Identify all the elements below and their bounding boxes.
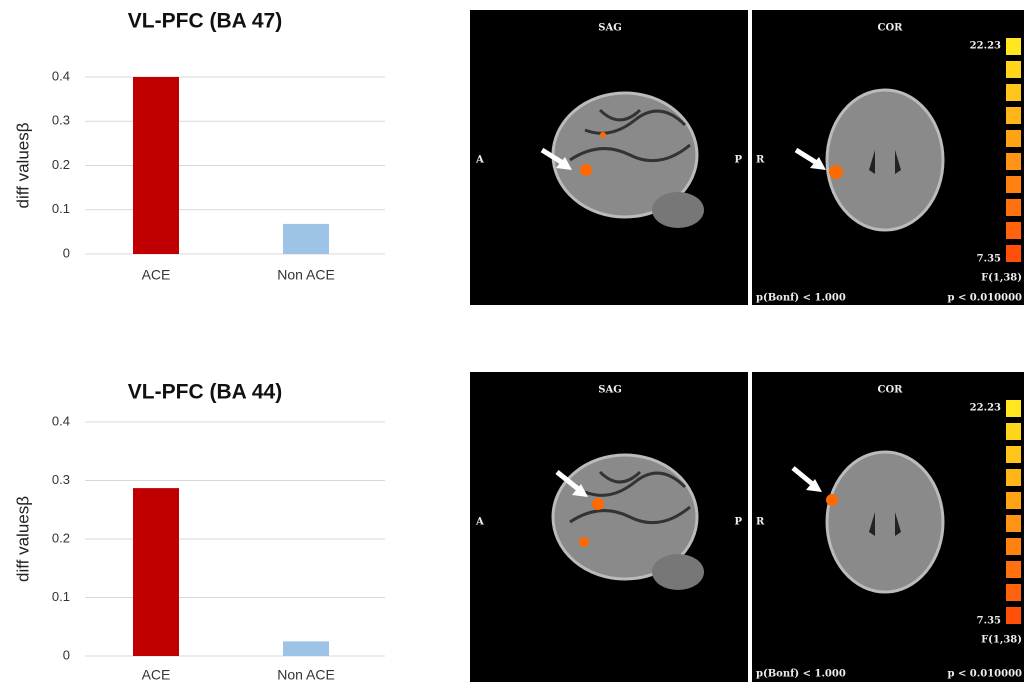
right-label: R bbox=[756, 155, 765, 166]
activation bbox=[580, 164, 592, 176]
anterior-label: A bbox=[475, 517, 484, 528]
color-bar-cell bbox=[1006, 538, 1021, 555]
cor-label: COR bbox=[878, 385, 904, 396]
activation bbox=[826, 494, 838, 506]
color-bar-cell bbox=[1006, 446, 1021, 463]
y-tick-label: 0.3 bbox=[52, 113, 70, 128]
color-bar-cell bbox=[1006, 245, 1021, 262]
cerebellum bbox=[652, 192, 704, 228]
y-tick-label: 0.3 bbox=[52, 472, 70, 487]
activation bbox=[579, 537, 589, 547]
y-tick-label: 0.4 bbox=[52, 68, 70, 83]
bar bbox=[133, 77, 179, 254]
color-bar-cell bbox=[1006, 130, 1021, 147]
color-bar-cell bbox=[1006, 222, 1021, 239]
p-value: p < 0.010000 bbox=[947, 293, 1022, 304]
posterior-label: P bbox=[734, 517, 742, 528]
y-tick-label: 0 bbox=[63, 647, 70, 662]
chart-title: VL-PFC (BA 47) bbox=[128, 10, 282, 33]
color-bar-cell bbox=[1006, 107, 1021, 124]
p-bonf: p(Bonf) < 1.000 bbox=[756, 669, 846, 680]
scale-min: 7.35 bbox=[977, 616, 1001, 627]
color-bar-cell bbox=[1006, 153, 1021, 170]
y-tick-label: 0 bbox=[63, 245, 70, 260]
color-bar-cell bbox=[1006, 561, 1021, 578]
cor-brain bbox=[827, 452, 943, 592]
x-tick-label: Non ACE bbox=[277, 667, 335, 682]
color-bar-cell bbox=[1006, 38, 1021, 55]
color-bar-cell bbox=[1006, 584, 1021, 601]
color-bar-cell bbox=[1006, 199, 1021, 216]
activation bbox=[600, 132, 606, 138]
y-tick-label: 0.2 bbox=[52, 530, 70, 545]
y-axis-label: diff valuesβ bbox=[13, 496, 32, 582]
bar bbox=[133, 488, 179, 656]
x-tick-label: Non ACE bbox=[277, 267, 335, 283]
y-tick-label: 0.4 bbox=[52, 413, 70, 428]
posterior-label: P bbox=[734, 155, 742, 166]
scale-min: 7.35 bbox=[977, 254, 1001, 265]
color-bar-cell bbox=[1006, 492, 1021, 509]
cor-brain bbox=[827, 90, 943, 230]
color-bar-cell bbox=[1006, 61, 1021, 78]
bar bbox=[283, 641, 329, 656]
y-axis-label: diff valuesβ bbox=[13, 122, 32, 208]
y-tick-label: 0.2 bbox=[52, 157, 70, 172]
stat-label: F(1,38) bbox=[981, 273, 1022, 284]
y-tick-label: 0.1 bbox=[52, 589, 70, 604]
scale-max: 22.23 bbox=[970, 403, 1001, 414]
sag-label: SAG bbox=[598, 23, 622, 34]
color-bar-cell bbox=[1006, 84, 1021, 101]
p-value: p < 0.010000 bbox=[947, 669, 1022, 680]
color-bar-cell bbox=[1006, 607, 1021, 624]
right-label: R bbox=[756, 517, 765, 528]
figure: VL-PFC (BA 47) diff valuesβ 0 0.1 0.2 0.3 0.4 A… bbox=[0, 0, 1024, 682]
sag-label: SAG bbox=[598, 385, 622, 396]
y-tick-label: 0.1 bbox=[52, 201, 70, 216]
chart-title: VL-PFC (BA 44) bbox=[128, 381, 282, 404]
scale-max: 22.23 bbox=[970, 41, 1001, 52]
activation bbox=[592, 498, 604, 510]
p-bonf: p(Bonf) < 1.000 bbox=[756, 293, 846, 304]
x-tick-label: ACE bbox=[142, 667, 171, 682]
stat-label: F(1,38) bbox=[981, 635, 1022, 646]
cerebellum bbox=[652, 554, 704, 590]
color-bar-cell bbox=[1006, 469, 1021, 486]
color-bar-cell bbox=[1006, 423, 1021, 440]
color-bar-cell bbox=[1006, 400, 1021, 417]
anterior-label: A bbox=[475, 155, 484, 166]
activation bbox=[829, 165, 843, 179]
bar bbox=[283, 224, 329, 254]
color-bar-cell bbox=[1006, 176, 1021, 193]
x-tick-label: ACE bbox=[142, 267, 171, 283]
color-bar-cell bbox=[1006, 515, 1021, 532]
cor-label: COR bbox=[878, 23, 904, 34]
